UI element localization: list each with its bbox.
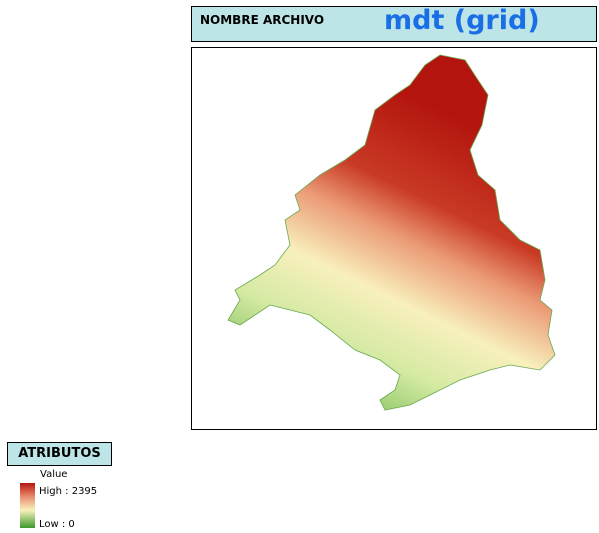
legend-low: Low : 0 [39, 519, 75, 530]
legend-field: Value [40, 469, 68, 480]
map-frame [191, 47, 597, 430]
map-title: mdt (grid) [384, 5, 540, 36]
legend-title: ATRIBUTOS [7, 442, 112, 466]
east-highlands [470, 175, 555, 370]
legend-high: High : 2395 [39, 486, 98, 497]
south-lowlands [330, 320, 490, 410]
legend-ramp [20, 483, 35, 528]
map [227, 54, 556, 411]
file-label: NOMBRE ARCHIVO [200, 13, 325, 27]
title-bar: NOMBRE ARCHIVO mdt (grid) [191, 5, 597, 42]
